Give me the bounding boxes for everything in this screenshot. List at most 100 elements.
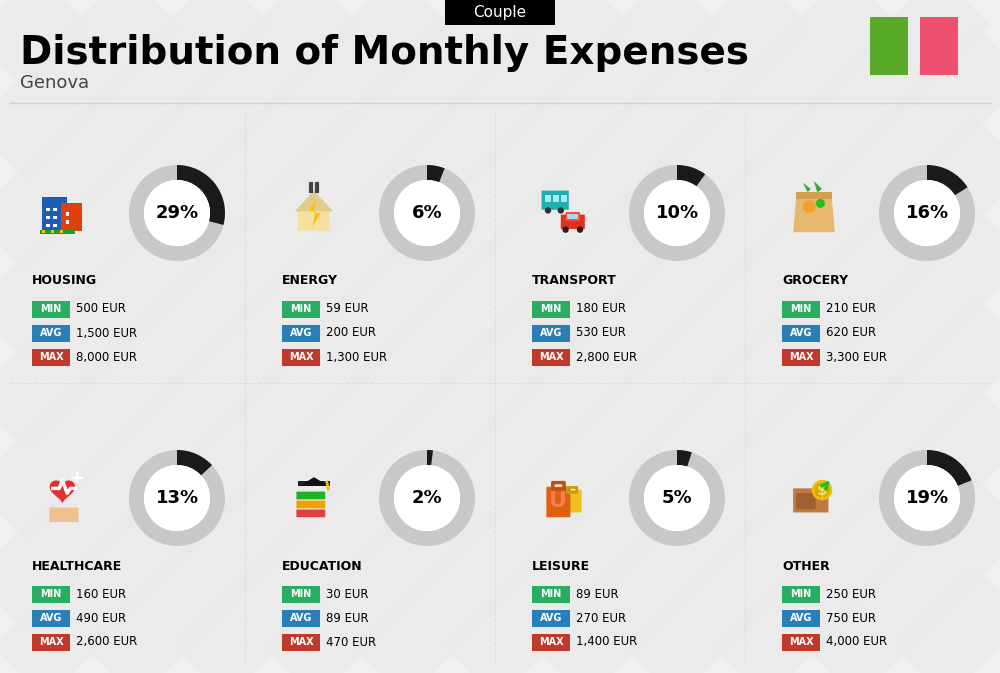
Text: AVG: AVG	[790, 613, 812, 623]
Bar	[51, 229, 54, 233]
Text: 16%: 16%	[905, 204, 949, 222]
Bar	[61, 203, 82, 231]
Wedge shape	[677, 165, 705, 186]
Polygon shape	[793, 194, 835, 232]
FancyBboxPatch shape	[50, 507, 78, 522]
Text: MAX: MAX	[39, 637, 63, 647]
Circle shape	[144, 465, 210, 531]
Polygon shape	[295, 190, 333, 211]
Text: Genova: Genova	[20, 74, 89, 92]
Text: 30 EUR: 30 EUR	[326, 588, 368, 600]
Text: 13%: 13%	[155, 489, 199, 507]
Bar	[32, 349, 70, 365]
FancyBboxPatch shape	[445, 0, 555, 25]
Text: 19%: 19%	[905, 489, 949, 507]
Circle shape	[558, 207, 564, 213]
Text: 29%: 29%	[155, 204, 199, 222]
Wedge shape	[629, 165, 725, 261]
Text: 59 EUR: 59 EUR	[326, 302, 369, 316]
Circle shape	[545, 207, 551, 213]
Polygon shape	[814, 181, 822, 192]
Bar	[46, 215, 50, 219]
Circle shape	[144, 180, 210, 246]
Text: HOUSING: HOUSING	[32, 275, 97, 287]
Polygon shape	[295, 190, 333, 231]
Circle shape	[816, 199, 825, 208]
Bar	[532, 586, 570, 602]
Bar	[567, 213, 578, 219]
FancyBboxPatch shape	[296, 491, 325, 499]
Text: AVG: AVG	[290, 613, 312, 623]
Text: MAX: MAX	[789, 352, 813, 362]
Circle shape	[814, 483, 830, 497]
Text: MIN: MIN	[290, 304, 312, 314]
Text: 750 EUR: 750 EUR	[826, 612, 876, 625]
Bar	[40, 230, 75, 234]
Text: +: +	[69, 469, 85, 489]
Text: 530 EUR: 530 EUR	[576, 326, 626, 339]
Bar	[545, 194, 551, 202]
Circle shape	[894, 465, 960, 531]
Text: 490 EUR: 490 EUR	[76, 612, 126, 625]
Text: GROCERY: GROCERY	[782, 275, 848, 287]
Text: MAX: MAX	[289, 637, 313, 647]
Text: OTHER: OTHER	[782, 559, 830, 573]
Text: AVG: AVG	[40, 613, 62, 623]
Bar	[53, 207, 57, 211]
Text: 1,400 EUR: 1,400 EUR	[576, 635, 637, 649]
Bar	[920, 17, 958, 75]
Bar	[32, 633, 70, 651]
Polygon shape	[803, 182, 811, 192]
FancyBboxPatch shape	[546, 487, 570, 518]
Bar	[782, 633, 820, 651]
Text: 8,000 EUR: 8,000 EUR	[76, 351, 137, 363]
Bar	[42, 229, 45, 233]
Bar	[796, 192, 832, 199]
Text: MIN: MIN	[290, 589, 312, 599]
Text: AVG: AVG	[790, 328, 812, 338]
Circle shape	[644, 465, 710, 531]
Bar	[561, 194, 567, 202]
Text: 4,000 EUR: 4,000 EUR	[826, 635, 887, 649]
Wedge shape	[927, 450, 972, 486]
FancyBboxPatch shape	[296, 509, 325, 518]
Text: LEISURE: LEISURE	[532, 559, 590, 573]
Text: 2,600 EUR: 2,600 EUR	[76, 635, 137, 649]
FancyBboxPatch shape	[796, 493, 816, 509]
Text: MIN: MIN	[540, 589, 562, 599]
Bar	[532, 301, 570, 318]
Text: MAX: MAX	[789, 637, 813, 647]
Bar	[46, 207, 50, 211]
Bar	[66, 220, 69, 224]
Bar	[282, 349, 320, 365]
Polygon shape	[309, 199, 320, 227]
Wedge shape	[629, 450, 725, 546]
Text: 250 EUR: 250 EUR	[826, 588, 876, 600]
FancyBboxPatch shape	[542, 190, 569, 210]
Text: 1,300 EUR: 1,300 EUR	[326, 351, 387, 363]
Text: 200 EUR: 200 EUR	[326, 326, 376, 339]
Bar	[32, 324, 70, 341]
Circle shape	[144, 465, 210, 531]
Bar	[32, 301, 70, 318]
Circle shape	[394, 465, 460, 531]
FancyBboxPatch shape	[296, 501, 325, 508]
Circle shape	[894, 465, 960, 531]
Bar	[282, 301, 320, 318]
Bar	[53, 215, 57, 219]
Bar	[42, 197, 67, 232]
Text: 89 EUR: 89 EUR	[326, 612, 369, 625]
Text: MAX: MAX	[539, 352, 563, 362]
Wedge shape	[427, 450, 433, 465]
Text: MIN: MIN	[790, 589, 812, 599]
Bar	[553, 194, 559, 202]
Wedge shape	[677, 450, 692, 466]
Text: 210 EUR: 210 EUR	[826, 302, 876, 316]
Text: MIN: MIN	[540, 304, 562, 314]
Text: MIN: MIN	[40, 304, 62, 314]
Bar	[532, 349, 570, 365]
Text: 620 EUR: 620 EUR	[826, 326, 876, 339]
Polygon shape	[300, 477, 328, 486]
Circle shape	[562, 226, 569, 233]
Text: AVG: AVG	[290, 328, 312, 338]
